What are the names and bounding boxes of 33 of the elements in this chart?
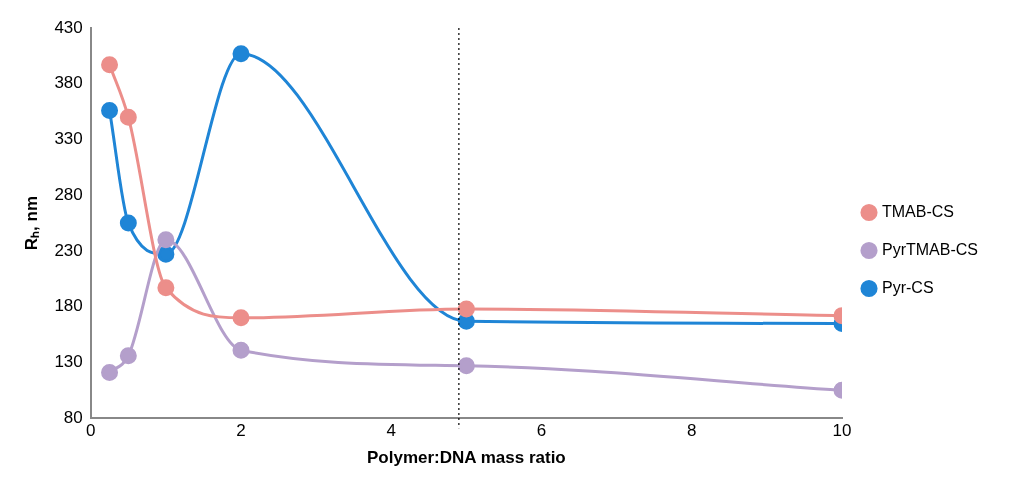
point bbox=[157, 245, 175, 263]
y-tick-label: 180 bbox=[54, 296, 83, 316]
point bbox=[101, 56, 119, 74]
point bbox=[457, 300, 475, 318]
point bbox=[119, 347, 137, 365]
point bbox=[119, 108, 137, 126]
point bbox=[232, 341, 250, 359]
point bbox=[119, 214, 137, 232]
point bbox=[101, 102, 119, 119]
x-tick-label: 0 bbox=[86, 421, 96, 441]
point bbox=[232, 45, 250, 63]
point bbox=[101, 363, 119, 381]
x-tick-label: 10 bbox=[832, 421, 852, 441]
x-tick-label: 4 bbox=[386, 421, 396, 441]
point bbox=[457, 357, 475, 375]
y-tick-label: 80 bbox=[63, 407, 83, 427]
point bbox=[232, 309, 250, 327]
x-tick-label: 2 bbox=[236, 421, 246, 441]
legend-label: Pyr-CS bbox=[882, 278, 934, 296]
y-tick-label: 280 bbox=[54, 184, 83, 204]
legend-label: TMAB-CS bbox=[882, 202, 954, 220]
x-tick-label: 6 bbox=[536, 421, 547, 441]
y-tick-label: 330 bbox=[54, 129, 83, 149]
y-axis-title: Rₕ, nm bbox=[21, 195, 41, 251]
y-tick-label: 380 bbox=[54, 73, 83, 93]
point bbox=[157, 279, 175, 297]
y-tick-label: 230 bbox=[54, 240, 83, 260]
legend-label: PyrTMAB-CS bbox=[882, 240, 978, 258]
x-tick-label: 8 bbox=[687, 421, 697, 441]
point bbox=[157, 231, 175, 249]
x-axis-title: Polymer:DNA mass ratio bbox=[367, 448, 566, 468]
y-tick-label: 430 bbox=[54, 17, 83, 37]
y-tick-label: 130 bbox=[54, 352, 83, 372]
